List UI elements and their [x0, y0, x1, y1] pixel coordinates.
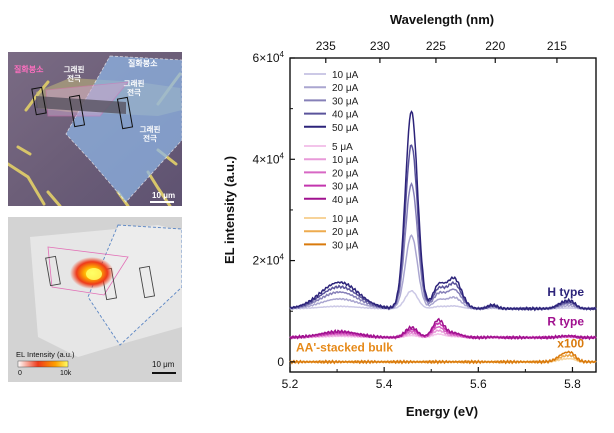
legend-label: 20 μA [332, 227, 359, 238]
top-tick-label: 230 [370, 39, 390, 53]
scale-bar-label: 10 μm [152, 191, 175, 200]
x-tick-label: 5.2 [282, 377, 299, 391]
graphene-electrode-b [68, 94, 86, 128]
legend-label: 40 μA [332, 110, 359, 121]
graphene-label-c: 그래핀 전극 [140, 124, 161, 143]
map-pink-outline [47, 246, 129, 296]
el-hotspot-core [86, 268, 102, 280]
top-axis-label: Wavelength (nm) [390, 12, 494, 27]
y-tick-label: 0 [277, 355, 284, 369]
y-tick-label: 6×104 [253, 50, 285, 65]
el-intensity-map: EL Intensity (a.u.) 0 10k 10 μm [8, 217, 183, 382]
graphene-label-b: 그래핀 전극 [124, 78, 145, 97]
legend-label: 30 μA [332, 182, 359, 193]
group-label: R type [547, 314, 584, 328]
legend-label: 20 μA [332, 83, 359, 94]
colorbar-min: 0 [18, 370, 22, 377]
x-tick-label: 5.8 [564, 377, 581, 391]
plot-ticks: 5.2 5.4 5.6 5.8 0 2×104 4×104 6×104 235 230 225 220… [253, 39, 582, 391]
graphene-label-a: 그래핀 전극 [64, 64, 85, 83]
hbn-label-right: 질화붕소 [128, 58, 158, 68]
y-axis-label: EL intensity (a.u.) [222, 156, 237, 264]
legend-label: 40 μA [332, 195, 359, 206]
map-scale-bar-label: 10 μm [152, 360, 175, 369]
y-tick-label: 2×104 [253, 253, 285, 268]
legend-label: 30 μA [332, 96, 359, 107]
legend-label: 50 μA [332, 123, 359, 134]
x-tick-label: 5.6 [470, 377, 487, 391]
x-tick-label: 5.4 [376, 377, 393, 391]
plot-legend: 10 μA 20 μA 30 μA 40 μA 50 μA 5 μA 10 μA 20 μA 3… [304, 70, 359, 251]
legend-label: 30 μA [332, 240, 359, 251]
graphene-electrode-c [116, 96, 134, 130]
map-electrode-c [138, 265, 156, 299]
el-spectra-chart: H type R type AA'-stacked bulk x100 10 μA 20… [194, 0, 614, 428]
legend-label: 20 μA [332, 168, 359, 179]
legend-label: 5 μA [332, 142, 353, 153]
map-electrode-a [45, 255, 61, 287]
y-tick-label: 4×104 [253, 151, 285, 166]
spectrum-line [289, 317, 597, 341]
top-tick-label: 225 [426, 39, 446, 53]
group-label: H type [547, 285, 584, 299]
colorbar-max: 10k [60, 370, 72, 377]
legend-label: 10 μA [332, 214, 359, 225]
plot-axes [289, 57, 597, 373]
legend-label: 10 μA [332, 155, 359, 166]
plot-frame [289, 57, 597, 373]
plot-curves: H type R type AA'-stacked bulk x100 [289, 110, 597, 365]
top-tick-label: 220 [485, 39, 505, 53]
multiplier-label: x100 [557, 337, 584, 351]
spectrum-line [289, 110, 597, 312]
top-tick-label: 235 [316, 39, 336, 53]
spectrum-line [289, 350, 597, 365]
legend-label: 10 μA [332, 70, 359, 81]
colorbar [17, 360, 69, 368]
colorbar-title: EL Intensity (a.u.) [16, 350, 75, 359]
optical-micrograph: 질화붕소 질화붕소 그래핀 전극 그래핀 전극 그래핀 전극 10 μm [6, 52, 183, 208]
hbn-label-left: 질화붕소 [14, 64, 44, 74]
x-axis-label: Energy (eV) [406, 404, 478, 419]
graphene-electrode-a [31, 86, 47, 116]
top-tick-label: 215 [547, 39, 567, 53]
group-label: AA'-stacked bulk [296, 341, 393, 355]
